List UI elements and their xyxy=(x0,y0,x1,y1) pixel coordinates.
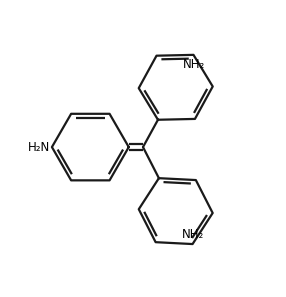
Text: NH₂: NH₂ xyxy=(182,58,204,71)
Text: H₂N: H₂N xyxy=(27,140,50,154)
Text: NH₂: NH₂ xyxy=(181,228,204,241)
